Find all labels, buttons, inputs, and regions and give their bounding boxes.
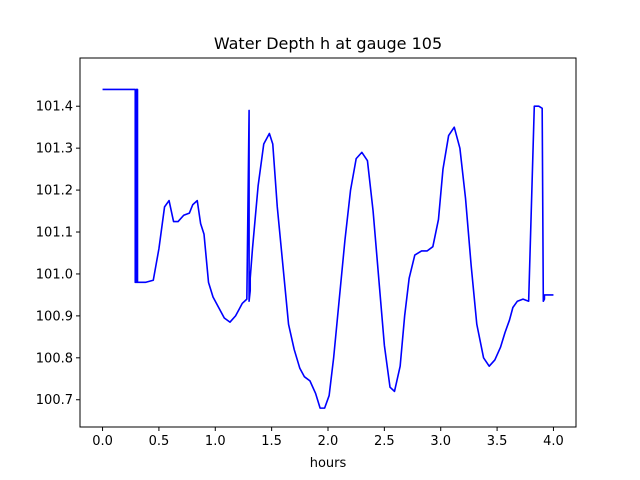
chart-title: Water Depth h at gauge 105 <box>214 34 442 53</box>
y-tick-label: 100.9 <box>36 309 73 324</box>
x-tick-label: 1.0 <box>205 434 226 449</box>
y-tick-label: 101.4 <box>36 100 73 115</box>
y-tick-label: 101.3 <box>36 142 73 157</box>
y-tick-label: 101.0 <box>36 267 73 282</box>
y-tick-label: 100.7 <box>36 393 73 408</box>
x-axis-label: hours <box>310 456 347 471</box>
y-axis: 100.7 100.8 100.9 101.0 101.1 101.2 101.3 101.4 <box>36 100 80 408</box>
x-tick-label: 2.0 <box>318 434 339 449</box>
plot-frame <box>79 57 577 428</box>
x-tick-label: 0.0 <box>92 434 113 449</box>
y-tick-label: 100.8 <box>36 351 73 366</box>
x-tick-label: 0.5 <box>149 434 170 449</box>
x-tick-label: 2.5 <box>374 434 395 449</box>
x-axis: 0.0 0.5 1.0 1.5 2.0 2.5 3.0 3.5 4.0 <box>92 427 564 449</box>
x-tick-label: 4.0 <box>543 434 564 449</box>
plot-area <box>80 58 576 427</box>
x-tick-label: 3.5 <box>487 434 508 449</box>
y-tick-label: 101.1 <box>36 226 73 241</box>
y-tick-label: 101.2 <box>36 184 73 199</box>
x-tick-label: 3.0 <box>430 434 451 449</box>
series-line-0 <box>102 88 554 409</box>
series-layer <box>102 88 554 409</box>
x-tick-label: 1.5 <box>261 434 282 449</box>
